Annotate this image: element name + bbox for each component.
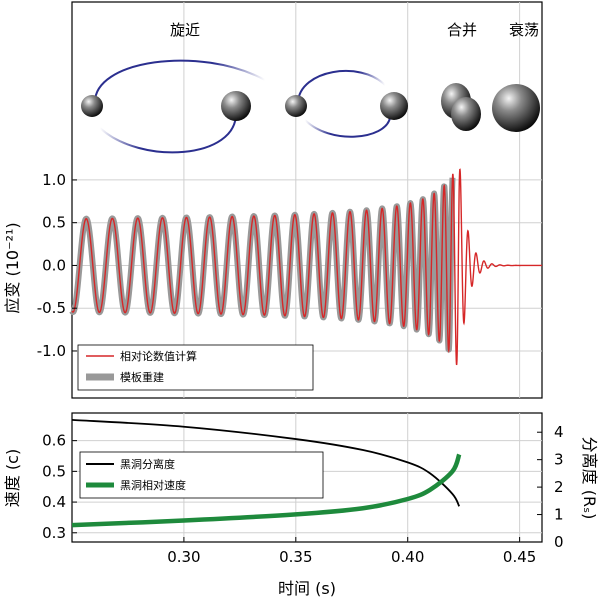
black-hole-large-icon — [221, 91, 251, 121]
legend-label-separation: 黑洞分离度 — [120, 457, 175, 471]
time-tick-label: 0.30 — [167, 548, 200, 566]
separation-y-ticks: 4 3 2 1 0 — [537, 423, 564, 551]
kinematics-legend: 黑洞分离度 黑洞相对速度 — [79, 451, 324, 499]
merging-hole-b-icon — [451, 97, 481, 131]
orbit-path-lower — [99, 111, 238, 154]
velocity-tick-label: 0.5 — [42, 462, 66, 480]
separation-tick-label: 3 — [554, 451, 564, 469]
velocity-tick-label: 0.4 — [42, 493, 66, 511]
strain-legend: 相对论数值计算 模板重建 — [77, 344, 314, 391]
velocity-series-line — [71, 453, 462, 528]
legend-label-template: 模板重建 — [120, 370, 164, 384]
time-tick-label: 0.45 — [503, 548, 536, 566]
strain-tick-label: -0.5 — [37, 299, 66, 317]
black-hole-small-icon — [285, 95, 307, 117]
separation-tick-label: 0 — [554, 533, 564, 551]
strain-y-ticks: 1.0 0.5 0.0 -0.5 -1.0 — [37, 171, 77, 360]
top-panel-frame — [71, 1, 543, 399]
time-tick-label: 0.35 — [279, 548, 312, 566]
orbit-path-upper — [93, 59, 266, 105]
bottom-curves — [71, 418, 462, 528]
orbit-path-upper-tight — [297, 70, 386, 103]
phase-label-inspiral: 旋近 — [170, 21, 200, 39]
legend-label-waveform: 相对论数值计算 — [120, 349, 197, 363]
merger-illustration — [441, 83, 481, 131]
time-x-axis-label: 时间 (s) — [278, 579, 336, 598]
strain-legend-box — [77, 344, 314, 391]
velocity-tick-label: 0.3 — [42, 524, 66, 542]
separation-tick-label: 1 — [554, 506, 564, 524]
orbit-illustration-wide — [81, 59, 266, 154]
waveform-series-line — [71, 168, 542, 366]
separation-tick-label: 4 — [554, 423, 564, 441]
orbit-illustration-tight — [285, 70, 408, 138]
strain-tick-label: 1.0 — [42, 171, 66, 189]
orbit-path-lower-tight — [304, 117, 391, 138]
velocity-y-axis-label: 速度 (c) — [3, 449, 22, 507]
black-hole-small-icon — [81, 95, 103, 117]
final-black-hole-icon — [492, 84, 540, 132]
legend-label-velocity: 黑洞相对速度 — [120, 478, 186, 492]
strain-y-axis-label: 应变 (10⁻²¹) — [3, 222, 22, 313]
time-tick-label: 0.40 — [391, 548, 424, 566]
strain-tick-label: 0.5 — [42, 214, 66, 232]
phase-label-merger: 合并 — [447, 21, 477, 39]
separation-series-line — [71, 418, 461, 507]
kinematics-legend-box — [79, 451, 324, 499]
velocity-tick-label: 0.6 — [42, 432, 66, 450]
strain-tick-label: -1.0 — [37, 342, 66, 360]
separation-tick-label: 2 — [554, 478, 564, 496]
separation-y-axis-label: 分离度 (Rₛ) — [580, 437, 599, 520]
strain-tick-label: 0.0 — [42, 256, 66, 274]
phase-label-ringdown: 衰荡 — [509, 21, 539, 39]
waveform-curve — [71, 168, 542, 366]
time-x-ticks: 0.30 0.35 0.40 0.45 — [167, 537, 536, 566]
black-hole-large-icon — [380, 92, 408, 120]
velocity-y-ticks: 0.6 0.5 0.4 0.3 — [42, 432, 77, 542]
